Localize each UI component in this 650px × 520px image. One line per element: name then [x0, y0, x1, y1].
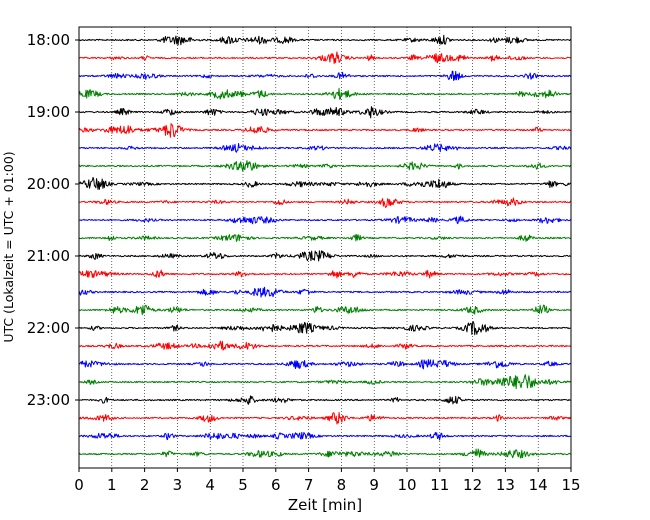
- x-tick-label: 5: [238, 476, 248, 494]
- plot-frame: [78, 26, 572, 469]
- trace-2245: [78, 374, 572, 390]
- y-tick-label: 20:00: [27, 175, 70, 193]
- trace-2300: [78, 395, 572, 405]
- x-tick-label: 14: [529, 476, 548, 494]
- y-tick-label: 22:00: [27, 319, 70, 337]
- x-tick-label: 4: [205, 476, 215, 494]
- trace-2030: [78, 215, 572, 225]
- trace-2015: [78, 197, 572, 208]
- x-tick-label: 7: [304, 476, 314, 494]
- x-tick-label: 6: [271, 476, 281, 494]
- trace-1800: [78, 34, 572, 46]
- trace-1830: [78, 70, 572, 81]
- trace-2115: [78, 269, 572, 279]
- trace-1845: [78, 87, 572, 100]
- trace-1945: [78, 160, 572, 172]
- trace-2145: [78, 304, 572, 316]
- trace-2100: [78, 250, 572, 262]
- y-tick-label: 21:00: [27, 247, 70, 265]
- y-tick-label: 18:00: [27, 31, 70, 49]
- x-tick-label: 0: [74, 476, 84, 494]
- x-tick-label: 1: [107, 476, 117, 494]
- trace-2130: [78, 286, 572, 298]
- trace-1915: [78, 123, 572, 138]
- seismic-traces: [78, 34, 572, 459]
- trace-2345: [78, 448, 572, 459]
- y-tick-label: 19:00: [27, 103, 70, 121]
- y-tick-label: 23:00: [27, 391, 70, 409]
- trace-2000: [78, 176, 572, 190]
- x-axis-ticks: 0 1 2 3 4 5 6 7 8 9 10 11 12 13 14 15: [74, 468, 581, 494]
- x-tick-label: 2: [140, 476, 150, 494]
- x-tick-label: 10: [397, 476, 416, 494]
- trace-2045: [78, 234, 572, 242]
- trace-2330: [78, 431, 572, 441]
- y-axis-ticks: 18:00 19:00 20:00 21:00 22:00 23:00: [27, 31, 79, 409]
- trace-1900: [78, 106, 572, 119]
- x-tick-label: 9: [369, 476, 379, 494]
- x-tick-label: 8: [337, 476, 347, 494]
- trace-1815: [78, 51, 572, 65]
- y-axis-label: UTC (Lokalzeit = UTC + 01:00): [1, 151, 16, 342]
- trace-2200: [78, 321, 572, 336]
- trace-2215: [78, 340, 572, 351]
- trace-2230: [78, 359, 572, 370]
- trace-2315: [78, 411, 572, 425]
- x-axis-label: Zeit [min]: [288, 496, 362, 514]
- x-tick-label: 15: [561, 476, 580, 494]
- trace-1930: [78, 143, 572, 153]
- x-tick-label: 13: [496, 476, 515, 494]
- x-tick-label: 3: [173, 476, 183, 494]
- x-tick-label: 11: [430, 476, 449, 494]
- x-tick-label: 12: [463, 476, 482, 494]
